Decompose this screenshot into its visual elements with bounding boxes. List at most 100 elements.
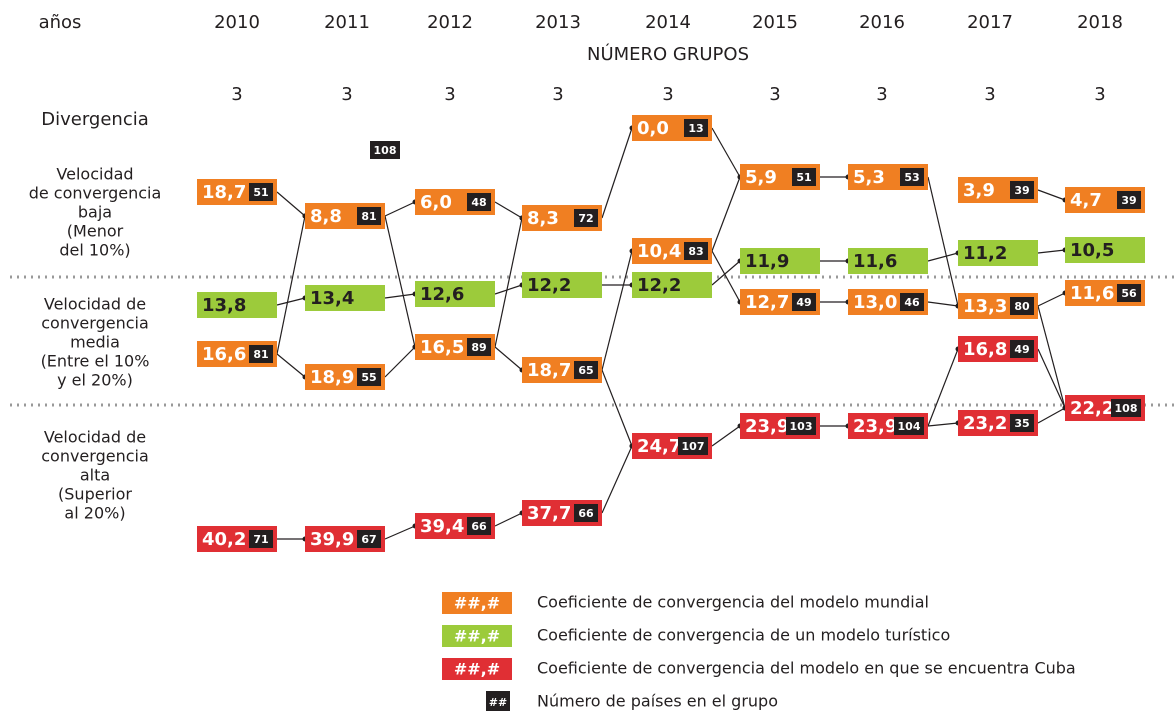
group-count: 3 — [552, 84, 563, 105]
connector — [384, 215, 416, 348]
count-badge — [467, 338, 491, 356]
count-badge — [574, 209, 598, 227]
coefficient-box — [740, 248, 820, 274]
year: 2017 — [967, 12, 1013, 33]
coefficient-box — [848, 248, 928, 274]
year: 2016 — [859, 12, 905, 33]
legend-sample: ##,# — [454, 627, 500, 646]
coefficient: 13,0 — [853, 292, 897, 313]
count-badge — [574, 361, 598, 379]
coefficient: 11,9 — [745, 251, 789, 272]
corner-label: años — [39, 12, 82, 33]
count: 66 — [471, 520, 487, 533]
coefficient-box — [415, 281, 495, 307]
count-badge — [900, 293, 924, 311]
legend-swatch — [442, 592, 512, 614]
coefficient: 16,8 — [963, 339, 1007, 360]
coefficient: 23,2 — [963, 413, 1007, 434]
legend-swatch — [442, 658, 512, 680]
header-title: NÚMERO GRUPOS — [587, 43, 749, 65]
coefficient-box — [632, 272, 712, 298]
coefficient: 8,3 — [527, 208, 559, 229]
count: 48 — [471, 196, 486, 209]
count: 80 — [1014, 300, 1030, 313]
coefficient: 10,5 — [1070, 240, 1114, 261]
coefficient: 40,2 — [202, 529, 246, 550]
connector — [494, 217, 523, 348]
connector — [494, 512, 523, 527]
row-label: baja — [78, 203, 112, 222]
connector — [494, 346, 523, 371]
group-count: 3 — [231, 84, 242, 105]
row-label: Velocidad de — [44, 295, 146, 314]
connector — [276, 191, 306, 217]
group-count: 3 — [444, 84, 455, 105]
count-badge — [357, 530, 381, 548]
legend-text: Coeficiente de convergencia de un modelo… — [537, 626, 950, 645]
connector — [384, 201, 416, 217]
group-count: 3 — [876, 84, 887, 105]
connector — [494, 284, 523, 295]
connector — [1037, 249, 1066, 254]
count: 67 — [361, 533, 376, 546]
group-count: 3 — [1094, 84, 1105, 105]
row-label: y el 20%) — [57, 371, 133, 390]
coefficient: 12,7 — [745, 292, 789, 313]
coefficient: 4,7 — [1070, 190, 1102, 211]
count: 72 — [578, 212, 593, 225]
count: 51 — [796, 171, 811, 184]
row-label: al 20%) — [64, 504, 125, 523]
coefficient-box — [1065, 237, 1145, 263]
count-badge — [900, 168, 924, 186]
count: 81 — [253, 348, 268, 361]
count: 49 — [1014, 343, 1029, 356]
connector — [276, 215, 306, 355]
coefficient-box — [197, 292, 277, 318]
count: 107 — [682, 440, 705, 453]
count-badge — [467, 517, 491, 535]
count: 39 — [1121, 194, 1136, 207]
group-count: 3 — [769, 84, 780, 105]
connector — [711, 260, 741, 286]
coefficient: 6,0 — [420, 192, 452, 213]
row-label: del 10%) — [59, 241, 130, 260]
group-count: 3 — [662, 84, 673, 105]
row-label: (Menor — [67, 222, 124, 241]
coefficient: 18,9 — [310, 367, 354, 388]
coefficient: 12,2 — [637, 275, 681, 296]
legend-text: Coeficiente de convergencia del modelo m… — [537, 593, 929, 612]
coefficient-box — [522, 272, 602, 298]
connector — [927, 422, 959, 427]
count-badge — [1010, 181, 1034, 199]
legend-sample: ## — [489, 696, 507, 709]
connector — [1037, 305, 1066, 409]
coefficient: 0,0 — [637, 118, 669, 139]
count-badge — [574, 504, 598, 522]
year: 2011 — [324, 12, 370, 33]
count-badge — [1010, 297, 1034, 315]
count: 39 — [1014, 184, 1029, 197]
coefficient: 11,6 — [1070, 283, 1114, 304]
count-badge — [792, 168, 816, 186]
connector — [494, 201, 523, 219]
row-label: Velocidad de — [44, 428, 146, 447]
count-badge — [1117, 284, 1141, 302]
connector — [384, 293, 416, 299]
coefficient: 8,8 — [310, 206, 342, 227]
year: 2018 — [1077, 12, 1123, 33]
count-badge — [894, 417, 924, 435]
coefficient: 39,9 — [310, 529, 354, 550]
connector — [927, 301, 959, 307]
coefficient: 5,3 — [853, 167, 885, 188]
legend-text: Número de países en el grupo — [537, 692, 778, 711]
count-badge — [1010, 340, 1034, 358]
count-badge — [678, 437, 708, 455]
connector — [1037, 292, 1066, 307]
count-badge — [1111, 399, 1141, 417]
connector — [384, 525, 416, 540]
legend-text: Coeficiente de convergencia del modelo e… — [537, 659, 1076, 678]
group-count: 3 — [984, 84, 995, 105]
connector — [276, 297, 306, 306]
coefficient-box — [958, 240, 1038, 266]
